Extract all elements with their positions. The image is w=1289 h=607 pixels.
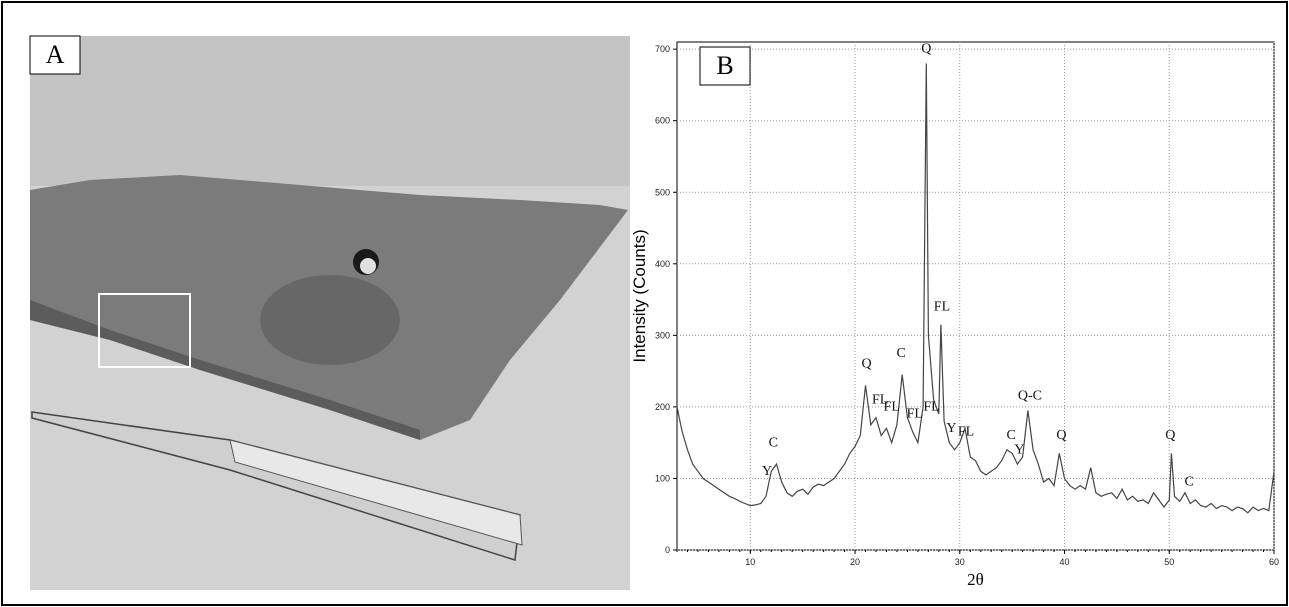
tweezers-arm — [229, 439, 523, 546]
y-tick-label: 400 — [655, 259, 670, 269]
peak-label: C — [1006, 428, 1015, 443]
x-tick-label: 30 — [955, 557, 965, 567]
peak-label: Y — [762, 464, 772, 479]
y-axis-label: Intensity (Counts) — [630, 229, 649, 362]
peak-label: FL — [884, 399, 900, 414]
peak-label: C — [1184, 475, 1193, 490]
peak-label: FL — [907, 407, 923, 422]
x-tick-label: 20 — [850, 557, 860, 567]
y-tick-label: 500 — [655, 187, 670, 197]
photo: A — [29, 35, 630, 590]
peak-label: Q — [1056, 428, 1066, 443]
panel-label-box — [699, 46, 751, 86]
y-tick-label: 700 — [655, 44, 670, 54]
hole-light — [360, 258, 376, 274]
y-tick-label: 600 — [655, 116, 670, 126]
panel-label: B — [716, 51, 733, 80]
peak-label: Q-C — [1018, 389, 1042, 404]
y-tick-label: 100 — [655, 473, 670, 483]
panel-label: A — [46, 40, 65, 69]
panel-label-box — [29, 35, 81, 75]
selection-box — [98, 293, 191, 368]
photo-backdrop — [30, 36, 630, 186]
peak-label: Y — [946, 421, 956, 436]
x-tick-label: 50 — [1164, 557, 1174, 567]
stone-stain — [260, 275, 400, 365]
x-tick-label: 40 — [1060, 557, 1070, 567]
y-tick-label: 300 — [655, 330, 670, 340]
xrd-trace — [676, 63, 1275, 514]
peak-label: FL — [958, 425, 974, 440]
x-axis-label: 2θ — [967, 570, 984, 589]
x-tick-label: 60 — [1269, 557, 1279, 567]
peak-label: C — [896, 346, 905, 361]
peak-label: FL — [934, 299, 950, 314]
y-tick-label: 0 — [665, 545, 670, 555]
peak-label: FL — [923, 399, 939, 414]
peak-label: Y — [1014, 442, 1024, 457]
peak-label: Q — [921, 42, 931, 57]
peak-label: C — [769, 435, 778, 450]
y-tick-label: 200 — [655, 402, 670, 412]
peak-label: Q — [1165, 428, 1175, 443]
peak-label: Q — [862, 357, 872, 372]
stone-edge — [30, 300, 420, 440]
x-tick-label: 10 — [745, 557, 755, 567]
peak-label: FL — [872, 392, 888, 407]
